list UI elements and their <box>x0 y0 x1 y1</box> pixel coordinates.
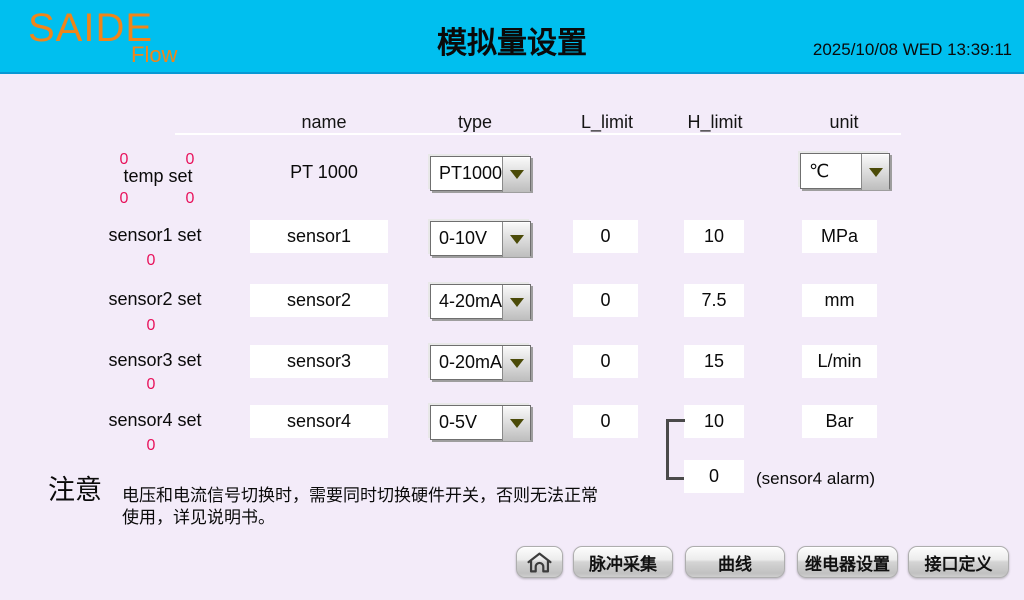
sensor4-unit-field[interactable]: Bar <box>802 405 877 438</box>
column-header-unit: unit <box>829 112 859 132</box>
row-label-sensor3: sensor3 set <box>108 350 202 370</box>
temp-corner-value: 0 <box>185 151 195 168</box>
sensor4-type-select-value: 0-5V <box>439 412 478 432</box>
notice-text: 电压和电流信号切换时，需要同时切换硬件开关，否则无法正常 使用，详见说明书。 <box>122 485 598 529</box>
nav-button-curve[interactable]: 曲线 <box>685 546 785 578</box>
row-label-temp: temp set <box>123 166 193 186</box>
temp-corner-value: 0 <box>119 151 129 168</box>
home-button[interactable] <box>516 546 563 578</box>
sensor1-type-select[interactable]: 0-10V <box>430 221 531 257</box>
row-label-sensor1: sensor1 set <box>108 225 202 245</box>
header-divider <box>175 133 901 135</box>
sensor4-name-field[interactable]: sensor4 <box>250 405 388 438</box>
header-bar: SAIDE Flow 模拟量设置 2025/10/08 WED 13:39:11 <box>0 0 1024 74</box>
sensor3-l-limit-field[interactable]: 0 <box>573 345 638 378</box>
sensor2-h-limit-field[interactable]: 7.5 <box>684 284 744 317</box>
temp-type-select-value: PT1000 <box>439 163 503 183</box>
chevron-down-icon[interactable] <box>502 157 530 192</box>
sensor1-type-select-value: 0-10V <box>439 228 488 248</box>
sensor4-type-select[interactable]: 0-5V <box>430 405 531 441</box>
column-header-type: type <box>457 112 493 132</box>
page-title: 模拟量设置 <box>437 27 587 60</box>
row-label-sensor4: sensor4 set <box>108 410 202 430</box>
nav-button-relay-settings[interactable]: 继电器设置 <box>797 546 898 578</box>
sensor2-type-select[interactable]: 4-20mA <box>430 284 531 320</box>
sensor2-type-select-value: 4-20mA <box>439 291 503 311</box>
notice-title: 注意 <box>48 475 102 505</box>
chevron-down-icon[interactable] <box>502 346 530 381</box>
sensor2-unit-field[interactable]: mm <box>802 284 877 317</box>
sensor3-type-select[interactable]: 0-20mA <box>430 345 531 381</box>
sensor2-name-field[interactable]: sensor2 <box>250 284 388 317</box>
chevron-down-icon[interactable] <box>502 406 530 441</box>
sensor1-name-field[interactable]: sensor1 <box>250 220 388 253</box>
chevron-down-icon[interactable] <box>502 285 530 320</box>
alarm-link-bracket <box>666 419 685 480</box>
sensor4-h-limit-field[interactable]: 10 <box>684 405 744 438</box>
column-header-name: name <box>301 112 347 132</box>
temp-unit-select[interactable]: ℃ <box>800 153 890 190</box>
nav-button-interface-definition[interactable]: 接口定义 <box>908 546 1009 578</box>
temp-name-value: PT 1000 <box>290 162 358 182</box>
temp-corner-value: 0 <box>119 190 129 207</box>
column-header-l-limit: L_limit <box>580 112 633 132</box>
sensor1-l-limit-field[interactable]: 0 <box>573 220 638 253</box>
sensor3-name-field[interactable]: sensor3 <box>250 345 388 378</box>
row-label-sensor2: sensor2 set <box>108 289 202 309</box>
sensor1-unit-field[interactable]: MPa <box>802 220 877 253</box>
nav-button-pulse-acquisition[interactable]: 脉冲采集 <box>573 546 673 578</box>
sensor1-current-value: 0 <box>146 252 156 269</box>
brand-logo-sub: Flow <box>131 42 178 67</box>
notice-line: 使用，详见说明书。 <box>122 508 275 527</box>
sensor4-alarm-label: (sensor4 alarm) <box>756 469 876 488</box>
datetime-display: 2025/10/08 WED 13:39:11 <box>812 40 1012 59</box>
temp-unit-select-value: ℃ <box>809 160 830 181</box>
temp-type-select[interactable]: PT1000 <box>430 156 531 192</box>
sensor4-current-value: 0 <box>146 437 156 454</box>
temp-corner-value: 0 <box>185 190 195 207</box>
sensor2-l-limit-field[interactable]: 0 <box>573 284 638 317</box>
sensor4-l-limit-field[interactable]: 0 <box>573 405 638 438</box>
sensor2-current-value: 0 <box>146 317 156 334</box>
chevron-down-icon[interactable] <box>861 154 889 190</box>
column-header-h-limit: H_limit <box>687 112 743 132</box>
sensor3-unit-field[interactable]: L/min <box>802 345 877 378</box>
sensor3-type-select-value: 0-20mA <box>439 352 503 372</box>
sensor4-alarm-field[interactable]: 0 <box>684 460 744 493</box>
sensor3-current-value: 0 <box>146 376 156 393</box>
brand-logo: SAIDE <box>28 6 154 50</box>
sensor3-h-limit-field[interactable]: 15 <box>684 345 744 378</box>
sensor1-h-limit-field[interactable]: 10 <box>684 220 744 253</box>
home-icon <box>526 551 553 574</box>
chevron-down-icon[interactable] <box>502 222 530 257</box>
notice-line: 电压和电流信号切换时，需要同时切换硬件开关，否则无法正常 <box>122 486 598 505</box>
